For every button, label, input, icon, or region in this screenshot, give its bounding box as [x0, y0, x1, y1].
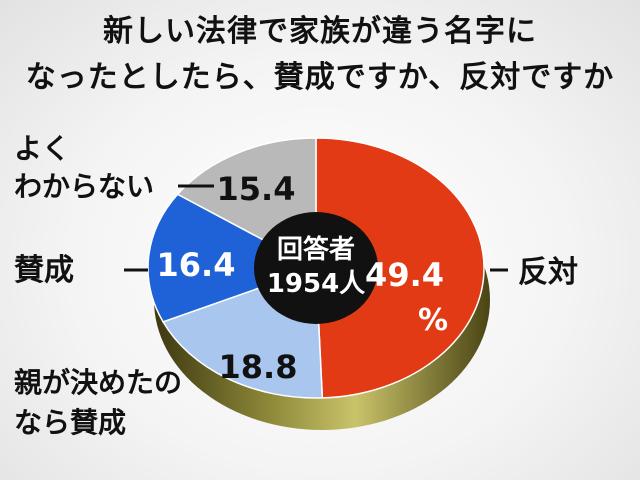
center-label-line1: 回答者 — [277, 234, 355, 265]
chart-title-line2: なったとしたら、賛成ですか、反対ですか — [25, 60, 615, 95]
data-label-1: 49.4 — [365, 256, 444, 294]
pie-slice-3 — [147, 193, 318, 323]
chart-title-line1: 新しい法律で家族が違う名字に — [103, 14, 537, 49]
category-label-2b: なら賛成 — [14, 406, 126, 439]
category-label-1: 反対 — [518, 255, 578, 290]
category-label-2a: 親が決めたの — [14, 366, 182, 399]
center-disc — [254, 212, 378, 324]
data-label-3: 16.4 — [157, 246, 236, 284]
category-label-3: 賛成 — [14, 253, 74, 288]
data-label-4: 15.4 — [217, 170, 296, 208]
unit-label: % — [418, 303, 448, 338]
center-label-line2: 1954人 — [267, 269, 365, 299]
category-label-4a: よく — [14, 132, 70, 165]
category-label-4b: わからない — [14, 170, 154, 203]
data-label-2: 18.8 — [219, 348, 298, 386]
pie-slice-1 — [315, 137, 485, 399]
